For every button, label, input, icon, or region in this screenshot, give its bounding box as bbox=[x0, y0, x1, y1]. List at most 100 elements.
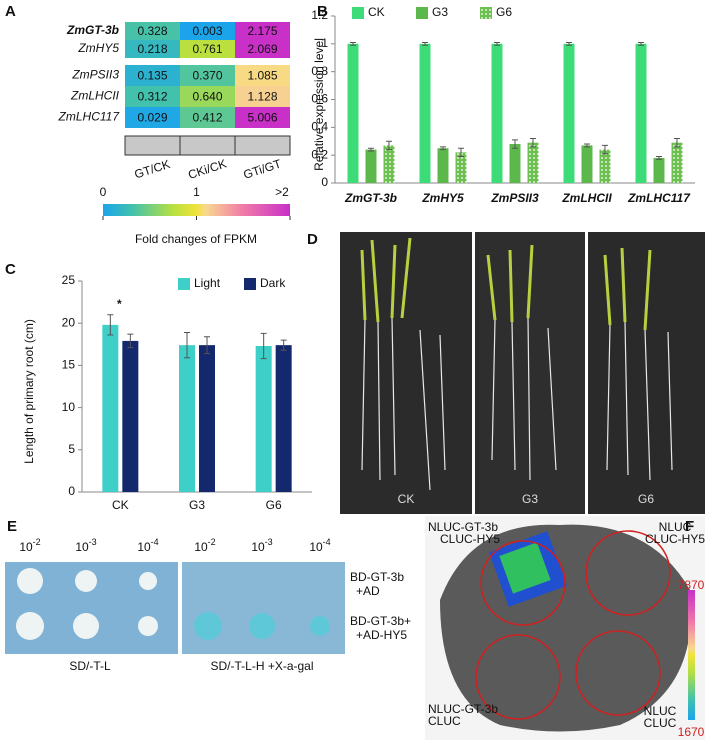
construct-label: NLUC-GT-3b bbox=[428, 520, 498, 534]
medium-label: SD/-T-L-H +X-a-gal bbox=[210, 659, 313, 673]
cell-label: 2.069 bbox=[247, 42, 277, 56]
dilution-base: 10 bbox=[309, 540, 323, 554]
cell-label: 0.640 bbox=[192, 90, 222, 104]
cell-label: 1.085 bbox=[247, 69, 277, 83]
heatmap-cell bbox=[180, 86, 235, 107]
bar bbox=[199, 345, 215, 492]
row-label: ZmGT-3b bbox=[66, 23, 119, 37]
cell-label: 0.761 bbox=[192, 42, 222, 56]
legend-swatch bbox=[244, 278, 256, 290]
error-bar bbox=[458, 147, 464, 158]
error-bar bbox=[674, 137, 680, 148]
bar bbox=[527, 142, 539, 183]
heatmap-cell bbox=[180, 40, 235, 58]
y-tick-label: 0 bbox=[68, 484, 75, 498]
bar bbox=[102, 324, 119, 492]
error-bar bbox=[656, 156, 662, 160]
dilution-label: 10-4 bbox=[309, 537, 330, 554]
row-label: ZmHY5 bbox=[77, 41, 119, 55]
bar bbox=[455, 152, 467, 183]
error-bar bbox=[107, 314, 114, 336]
construct-label: +AD bbox=[356, 584, 380, 598]
photo-label: G6 bbox=[638, 492, 654, 506]
y-axis-label: Length of primary root (cm) bbox=[22, 319, 36, 464]
bar bbox=[509, 144, 521, 183]
column-label: GT/CK bbox=[133, 157, 172, 182]
error-bar bbox=[350, 41, 356, 46]
bar bbox=[365, 149, 377, 183]
construct-label: NLUC bbox=[644, 704, 677, 718]
colorbar-label: Fold changes of FPKM bbox=[135, 232, 257, 246]
error-bar bbox=[127, 333, 134, 349]
error-bar bbox=[602, 144, 608, 155]
error-bar bbox=[584, 143, 590, 148]
panel-label: B bbox=[317, 3, 328, 20]
heatmap-cell bbox=[235, 40, 290, 58]
cell-label: 0.135 bbox=[137, 69, 167, 83]
x-tick-label: ZmHY5 bbox=[421, 191, 464, 205]
construct-label: CLUC bbox=[428, 714, 461, 728]
construct-label: CLUC-HY5 bbox=[440, 532, 500, 546]
panel-label: E bbox=[7, 518, 17, 535]
y-tick-label: 0 bbox=[321, 175, 328, 189]
heatmap-cell bbox=[125, 40, 180, 58]
heatmap-cell bbox=[125, 65, 180, 86]
significance-mark: * bbox=[117, 297, 122, 311]
error-bar bbox=[204, 336, 210, 355]
bar bbox=[437, 148, 449, 183]
error-bar bbox=[566, 41, 572, 46]
colorbar-tick-label: 0 bbox=[100, 185, 107, 199]
heatmap-cell bbox=[125, 107, 180, 128]
heatmap-cell bbox=[235, 107, 290, 128]
cell-label: 1.128 bbox=[247, 90, 277, 104]
y-tick-label: 10 bbox=[62, 400, 76, 414]
y-tick-label: 20 bbox=[62, 315, 76, 329]
dilution-label: 10-3 bbox=[75, 537, 96, 554]
y-tick-label: 0.2 bbox=[311, 147, 328, 161]
dilution-exponent: -2 bbox=[33, 537, 41, 547]
construct-label: CLUC bbox=[644, 716, 677, 730]
x-tick-label: G3 bbox=[189, 498, 205, 512]
bar bbox=[599, 149, 611, 183]
photo-label: G3 bbox=[522, 492, 538, 506]
y-axis-label: Relative expression level bbox=[312, 38, 326, 171]
x-tick-label: ZmLHCII bbox=[561, 191, 612, 205]
x-tick-label: G6 bbox=[266, 498, 282, 512]
x-tick-label: ZmPSII3 bbox=[490, 191, 539, 205]
legend-label: Dark bbox=[260, 276, 286, 290]
dilution-exponent: -3 bbox=[265, 537, 273, 547]
heatmap-cell bbox=[235, 86, 290, 107]
dilution-base: 10 bbox=[194, 540, 208, 554]
bar bbox=[581, 145, 593, 183]
y-tick-label: 0.8 bbox=[311, 64, 328, 78]
construct-label: CLUC-HY5 bbox=[645, 532, 705, 546]
heatmap-cell bbox=[125, 86, 180, 107]
column-box bbox=[179, 135, 236, 156]
bar bbox=[671, 142, 683, 183]
error-bar bbox=[422, 41, 428, 46]
error-bar bbox=[368, 147, 374, 152]
construct-label: +AD-HY5 bbox=[356, 628, 407, 642]
error-bar bbox=[184, 331, 190, 359]
yeast-plate bbox=[5, 562, 345, 654]
y-tick-label: 15 bbox=[62, 358, 76, 372]
panel-label: F bbox=[685, 518, 694, 535]
row-label: ZmLHCII bbox=[70, 89, 120, 103]
cell-label: 0.003 bbox=[192, 24, 222, 38]
colorbar-tick-label: 1 bbox=[193, 185, 200, 199]
legend-label: G3 bbox=[432, 5, 448, 19]
y-tick-label: 1 bbox=[321, 36, 328, 50]
colorbar bbox=[103, 204, 290, 216]
y-tick-label: 1.2 bbox=[311, 8, 328, 22]
dilution-exponent: -2 bbox=[208, 537, 216, 547]
cell-label: 0.312 bbox=[137, 90, 167, 104]
panel-label: A bbox=[5, 3, 16, 20]
cell-label: 2.175 bbox=[247, 24, 277, 38]
bar bbox=[563, 43, 575, 184]
y-tick-label: 0.6 bbox=[311, 92, 328, 106]
seedling-photo bbox=[340, 232, 705, 514]
heatmap-cell bbox=[180, 22, 235, 40]
heatmap-cell bbox=[180, 65, 235, 86]
column-label: CKi/CK bbox=[186, 156, 228, 181]
dilution-exponent: -3 bbox=[89, 537, 97, 547]
